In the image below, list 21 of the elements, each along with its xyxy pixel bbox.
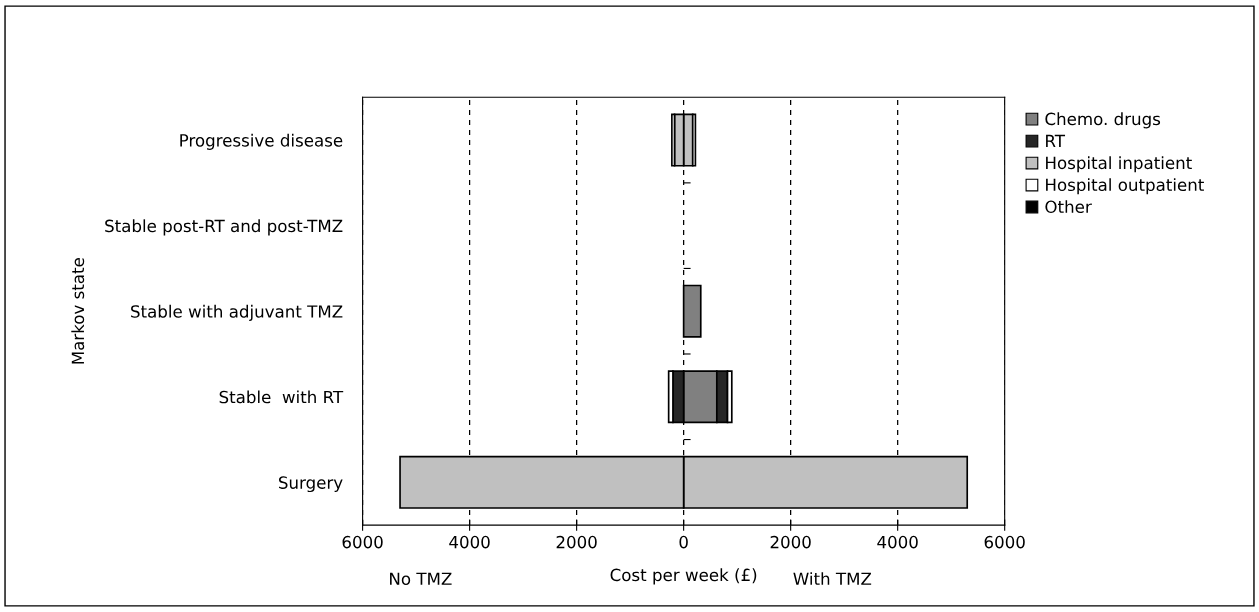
y-axis-title: Markov state	[71, 258, 85, 364]
x-tick-label: 0	[679, 535, 688, 549]
legend-label: Chemo. drugs	[1045, 112, 1161, 129]
text: With TMZ	[793, 572, 872, 585]
y-tick-label: Stable with RT	[219, 390, 344, 404]
legend-label: Other	[1045, 200, 1092, 214]
x-tick-label: 6000	[984, 535, 1025, 549]
x-tick-label: 6000	[342, 535, 383, 549]
legend-label: Hospital outpatient	[1046, 178, 1204, 195]
y-tick-label: Progressive disease	[180, 133, 343, 150]
y-tick-label: Stable post-RT and post-TMZ	[105, 219, 343, 236]
x-axis-title: Cost per week (£)	[610, 568, 757, 585]
y-tick-label: Stable with adjuvant TMZ	[131, 304, 343, 321]
x-tick-label: 2000	[556, 535, 597, 549]
legend-label: Hospital inpatient	[1046, 156, 1192, 173]
text: No TMZ	[390, 572, 452, 586]
x-tick-label: 2000	[770, 535, 811, 549]
y-tick-label: Surgery	[278, 476, 343, 493]
x-tick-label: 4000	[449, 535, 490, 549]
legend-label: RT	[1046, 134, 1066, 147]
x-tick-label: 4000	[877, 535, 918, 549]
